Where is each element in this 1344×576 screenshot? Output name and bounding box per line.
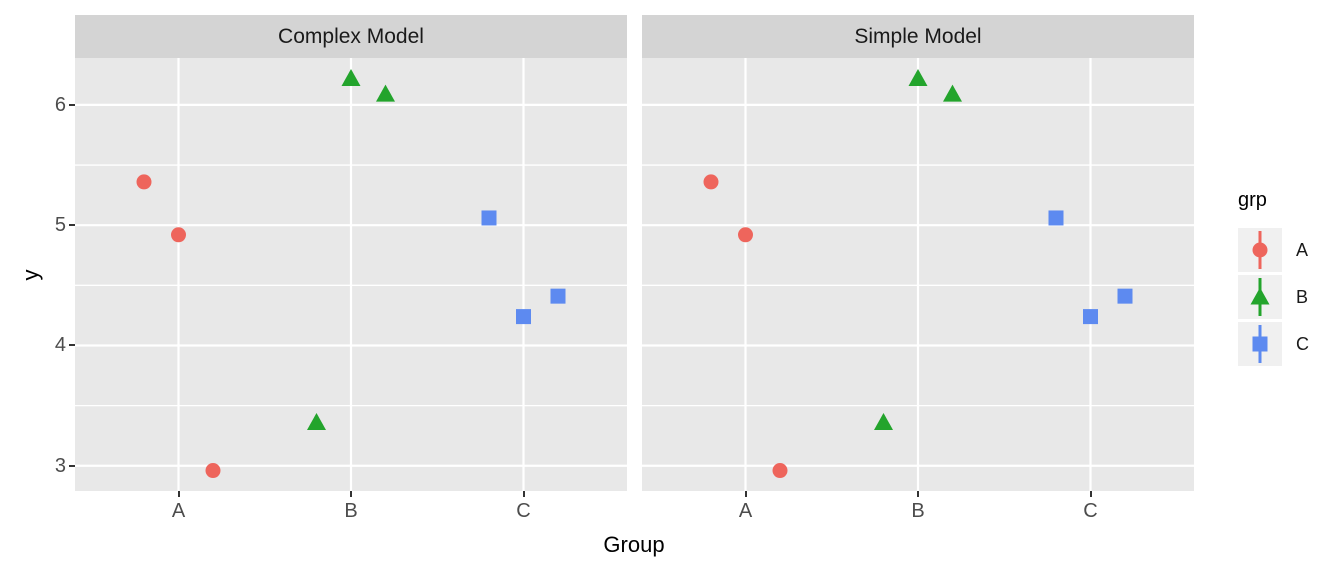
facet-panel-simple-model (642, 58, 1194, 491)
y-tick-label-6: 6 (54, 93, 66, 116)
x-tick-label-C-1: C (1083, 500, 1098, 522)
point-A-2 (738, 227, 753, 243)
facet-strip-simple-model: Simple Model (642, 15, 1194, 58)
facet-strip-label: Complex Model (278, 24, 424, 48)
point-C-1 (1048, 210, 1064, 226)
point-A-3 (772, 463, 788, 479)
legend-label-A: A (1296, 239, 1309, 260)
point-B-1 (874, 412, 893, 430)
x-tick-label-B-1: B (911, 500, 925, 522)
legend-marker-B (1250, 287, 1270, 305)
legend-key-B (1238, 275, 1282, 319)
legend-entry-A: A (1238, 228, 1309, 272)
point-B-3 (376, 84, 395, 102)
y-tick-label-5: 5 (54, 214, 66, 237)
facet-strip-label: Simple Model (854, 24, 982, 48)
legend-key-C (1238, 322, 1282, 366)
x-tick-label-B-0: B (344, 500, 358, 522)
y-axis-title: y (18, 269, 43, 281)
facet-strip-complex-model: Complex Model (75, 15, 627, 58)
point-C-3 (550, 288, 566, 304)
legend-entry-C: C (1238, 322, 1309, 366)
point-A-3 (205, 463, 221, 479)
y-tick-label-4: 4 (54, 334, 66, 357)
x-tick-mark-C-0 (522, 491, 525, 497)
legend-label-B: B (1296, 286, 1309, 307)
x-tick-label-A-1: A (738, 500, 753, 522)
point-C-1 (481, 210, 497, 226)
point-C-3 (1117, 288, 1133, 304)
x-tick-label-C-0: C (516, 500, 531, 522)
legend-entry-B: B (1238, 275, 1309, 319)
point-B-1 (307, 412, 326, 430)
x-tick-mark-A-1 (744, 491, 747, 497)
point-C-2 (516, 309, 531, 325)
legend-marker-C (1252, 336, 1268, 352)
legend-keys-container: A B C (1238, 228, 1309, 366)
facet-panel-complex-model (75, 58, 627, 491)
y-tick-mark-6 (69, 103, 75, 106)
point-A-1 (136, 174, 152, 190)
x-tick-mark-B-0 (350, 491, 352, 497)
legend-key-A (1238, 228, 1282, 272)
x-tick-mark-C-1 (1089, 491, 1092, 497)
legend-marker-A (1252, 242, 1268, 258)
y-tick-mark-4 (69, 344, 75, 347)
point-B-3 (943, 84, 962, 102)
legend: grp A B C (1238, 189, 1309, 369)
point-A-2 (171, 227, 186, 243)
y-tick-mark-5 (69, 224, 75, 227)
x-tick-mark-A-0 (177, 491, 180, 497)
point-A-1 (703, 174, 719, 190)
legend-title: grp (1238, 189, 1267, 211)
point-B-2 (908, 68, 928, 86)
x-tick-label-A-0: A (171, 500, 186, 522)
y-tick-mark-3 (69, 464, 75, 467)
x-axis-title: Group (603, 532, 665, 557)
point-B-2 (341, 68, 361, 86)
point-C-2 (1083, 309, 1098, 325)
y-tick-label-3: 3 (54, 454, 66, 477)
x-tick-mark-B-1 (917, 491, 919, 497)
legend-label-C: C (1296, 333, 1309, 354)
